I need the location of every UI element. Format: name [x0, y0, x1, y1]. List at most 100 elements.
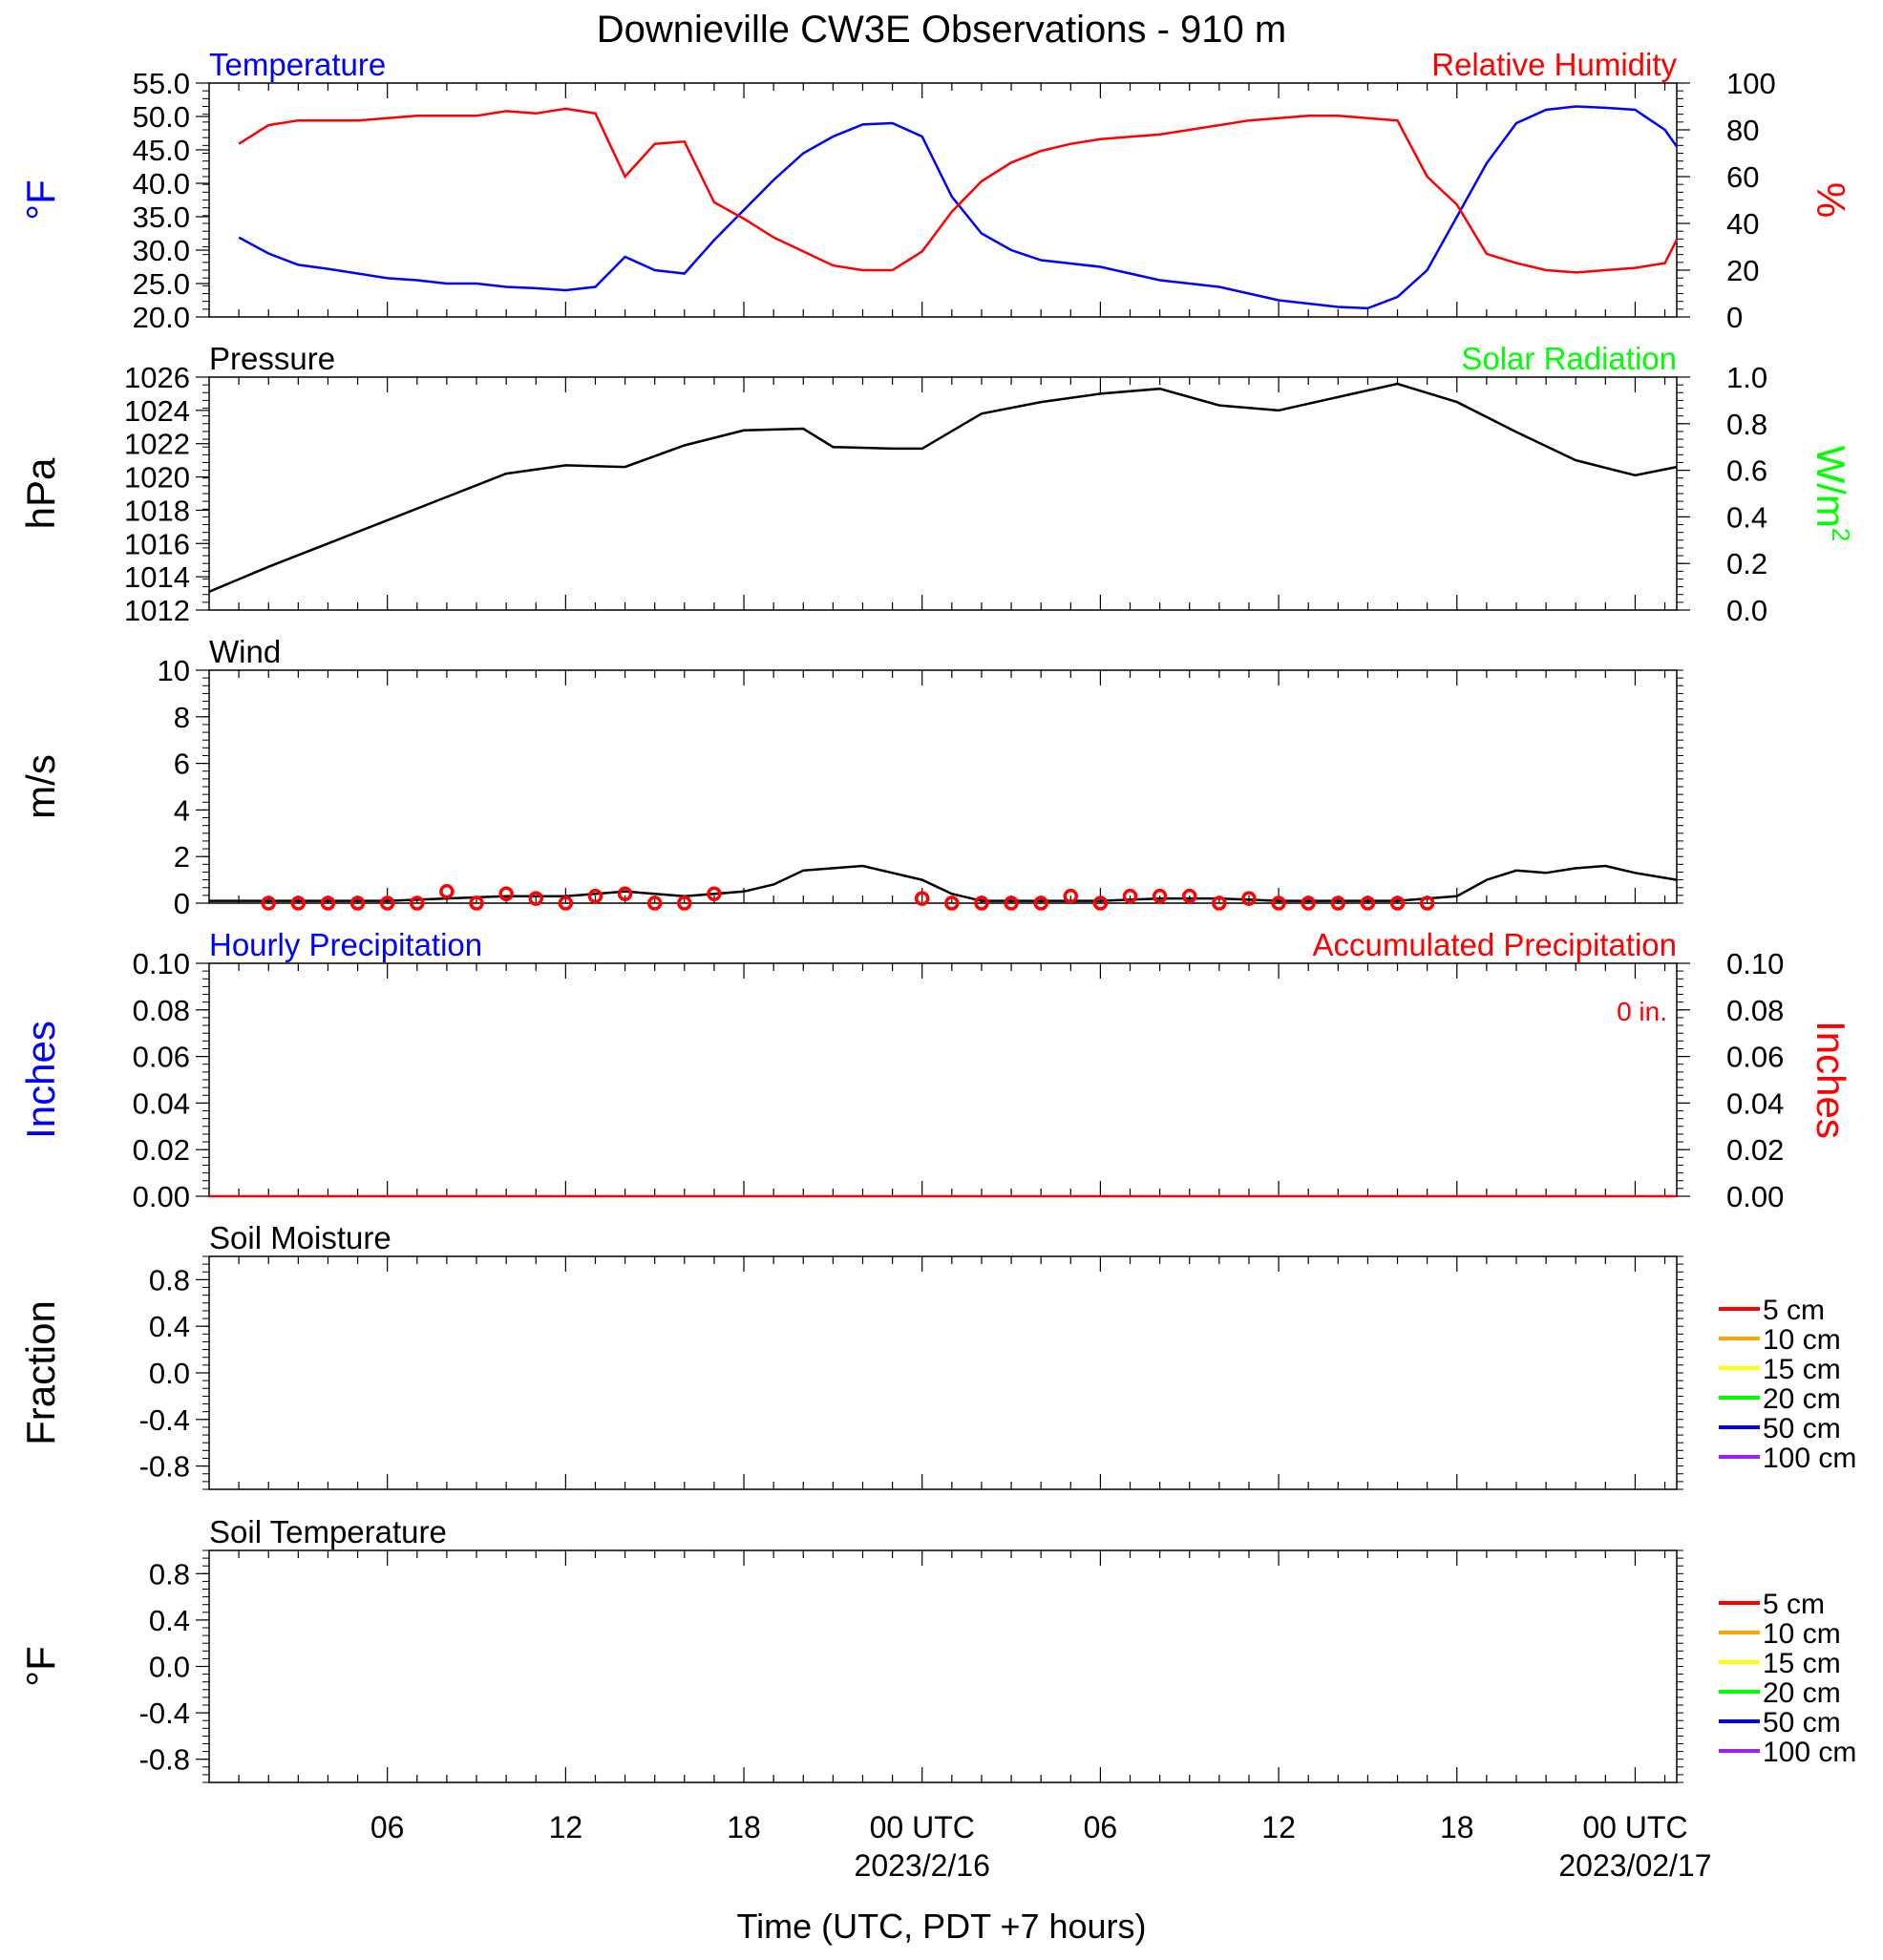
y-tick-label: 1018	[124, 494, 190, 527]
y-axis-label-left: °F	[18, 179, 63, 220]
y-right-tick-label: 20	[1726, 254, 1759, 287]
y-tick-label: 25.0	[133, 267, 190, 301]
y-tick-label: 0.10	[133, 947, 190, 980]
wind-direction-marker	[439, 884, 455, 899]
y-tick-label: -0.8	[139, 1743, 190, 1777]
y-tick-label: -0.8	[139, 1450, 190, 1484]
panel-title-right: Relative Humidity	[1431, 47, 1677, 82]
y-right-tick-label: 0.06	[1726, 1041, 1784, 1074]
wind-direction-marker	[677, 896, 692, 911]
panel-title-left: Soil Moisture	[209, 1220, 391, 1255]
panel-wind: 10 8 6 4 2 0 Wind m/s	[18, 634, 1683, 920]
y-tick-label: 0.4	[149, 1310, 190, 1343]
wind-direction-marker	[290, 896, 307, 911]
y-axis-label-right: W/m2	[1809, 446, 1855, 542]
wind-direction-marker	[1389, 896, 1406, 911]
y-tick-label: 2	[174, 840, 190, 874]
y-tick-label: 45.0	[133, 134, 190, 167]
panel-temperature: 55.050.045.040.035.030.025.020.0 100 80 60 4…	[18, 47, 1853, 334]
wind-direction-marker	[1330, 896, 1346, 911]
y-axis-label-left: m/s	[18, 754, 63, 819]
legend-label: 15 cm	[1763, 1648, 1841, 1679]
wind-direction-marker	[944, 896, 960, 911]
y-tick-label: 0.06	[133, 1041, 190, 1074]
y-right-tick-label: 0.02	[1726, 1133, 1784, 1167]
wind-direction-marker	[1122, 888, 1138, 904]
series-line-relative-humidity	[238, 107, 1679, 274]
y-tick-label: 1012	[124, 594, 190, 627]
x-axis-label: Time (UTC, PDT +7 hours)	[736, 1907, 1146, 1946]
wind-direction-marker	[1241, 891, 1257, 906]
wind-direction-marker	[1033, 896, 1048, 911]
y-tick-label: 1014	[124, 560, 190, 594]
y-tick-label: 50.0	[133, 100, 190, 134]
panel-soil-moisture: 0.8 0.4 0.0 -0.4 -0.8 Soil Moisture Fraction 5 …	[18, 1220, 1856, 1490]
y-right-tick-label: 40	[1726, 207, 1759, 241]
y-tick-label: 1016	[124, 527, 190, 560]
series-line-pressure	[208, 382, 1678, 593]
series-line-wind	[209, 864, 1678, 902]
wind-direction-marker	[1063, 888, 1079, 904]
panel-frame	[208, 376, 1678, 611]
y-tick-label: 0.02	[133, 1133, 190, 1167]
y-tick-label: 1024	[124, 394, 190, 428]
y-right-tick-label: 0.0	[1726, 594, 1767, 627]
y-right-tick-label: 1.0	[1726, 361, 1767, 394]
y-tick-label: 1022	[124, 428, 190, 461]
precip-total-annotation: 0 in.	[1617, 997, 1667, 1026]
legend-label: 100 cm	[1763, 1443, 1856, 1474]
y-tick-label: 30.0	[133, 234, 190, 267]
x-tick-label: 18	[727, 1810, 761, 1844]
legend-label: 15 cm	[1763, 1354, 1841, 1385]
y-tick-label: 8	[174, 701, 190, 734]
panel-frame	[208, 669, 1678, 904]
y-right-tick-label: 0	[1726, 301, 1743, 334]
y-tick-label: 0	[174, 887, 190, 920]
x-tick-label: 00 UTC	[870, 1810, 975, 1844]
y-right-tick-label: 0.6	[1726, 454, 1767, 488]
y-axis-label-right: %	[1809, 182, 1853, 218]
wind-direction-marker	[320, 896, 336, 911]
panel-title-left: Wind	[209, 634, 281, 669]
y-tick-label: 0.08	[133, 994, 190, 1027]
wind-direction-marker	[558, 896, 574, 911]
y-tick-label: 0.0	[149, 1357, 190, 1390]
wind-direction-marker	[1419, 896, 1435, 911]
panel-frame	[208, 962, 1678, 1197]
panel-title-left: Pressure	[209, 341, 335, 376]
y-tick-label: 35.0	[133, 200, 190, 234]
wind-direction-marker	[498, 886, 514, 901]
wind-direction-marker	[469, 896, 484, 911]
legend-label: 20 cm	[1763, 1383, 1841, 1415]
chart-title: Downieville CW3E Observations - 910 m	[597, 9, 1286, 51]
y-axis-label-right: Inches	[1809, 1021, 1853, 1139]
y-right-tick-label: 60	[1726, 160, 1759, 194]
panel-frame	[208, 1549, 1678, 1783]
wind-direction-marker	[1152, 888, 1168, 904]
wind-direction-marker	[261, 896, 276, 911]
y-right-tick-label: 100	[1726, 67, 1776, 100]
y-right-tick-label: 0.04	[1726, 1086, 1784, 1120]
panel-title-right: Solar Radiation	[1461, 341, 1677, 376]
wind-direction-marker	[587, 888, 603, 904]
wind-direction-marker	[1181, 888, 1197, 904]
y-tick-label: -0.4	[139, 1697, 190, 1730]
y-tick-label: 4	[174, 793, 190, 827]
y-tick-label: 0.8	[149, 1557, 190, 1591]
panel-title-left: Hourly Precipitation	[209, 927, 482, 962]
x-tick-label: 18	[1440, 1810, 1474, 1844]
y-right-tick-label: 0.00	[1726, 1180, 1784, 1213]
y-tick-label: -0.4	[139, 1403, 190, 1437]
wind-direction-marker	[1092, 896, 1109, 911]
legend-label: 5 cm	[1763, 1589, 1825, 1620]
y-axis-label-left: hPa	[18, 457, 63, 529]
wind-direction-marker	[379, 896, 395, 911]
y-tick-label: 0.4	[149, 1604, 190, 1637]
y-axis-label-left: Inches	[18, 1021, 63, 1139]
y-tick-label: 1026	[124, 361, 190, 394]
y-tick-label: 40.0	[133, 167, 190, 200]
y-right-tick-label: 0.10	[1726, 947, 1784, 980]
y-tick-label: 20.0	[133, 301, 190, 334]
legend-label: 100 cm	[1763, 1737, 1856, 1768]
